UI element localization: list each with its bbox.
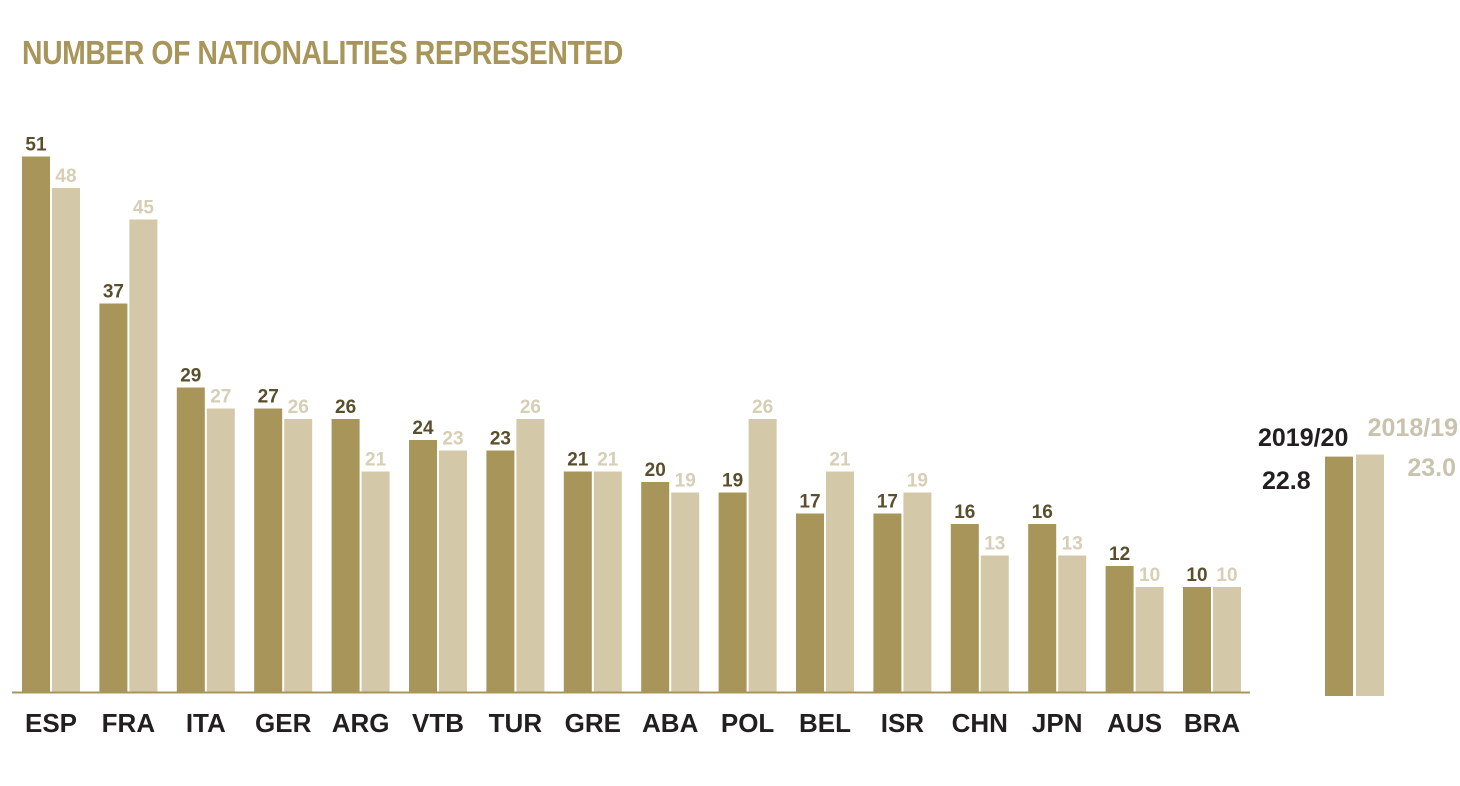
tick-labels-layer: ESP FRA ITA GER ARG VTB TUR GRE ABA POL BEL ISR CHN J…: [25, 708, 1240, 738]
average-label-s1: 2019/20: [1258, 424, 1348, 452]
value-label-bra-s1: 10: [1186, 565, 1207, 586]
average-bar-s1: [1325, 456, 1353, 696]
bar-pol-s1: [718, 492, 747, 692]
bar-aba-s2: [671, 492, 700, 692]
value-label-ita-s1: 29: [180, 366, 201, 387]
tick-label-fra: FRA: [102, 708, 156, 738]
value-label-fra-s1: 37: [103, 282, 124, 303]
value-label-jpn-s2: 13: [1062, 534, 1083, 555]
average-label-s2: 2018/19: [1368, 414, 1458, 442]
bar-ita-s2: [206, 408, 235, 692]
value-label-ita-s2: 27: [210, 387, 231, 408]
value-label-chn-s1: 16: [954, 502, 975, 523]
tick-label-chn: CHN: [952, 708, 1008, 738]
value-label-pol-s1: 19: [722, 471, 743, 492]
bars-layer: [12, 156, 1250, 694]
tick-label-gre: GRE: [565, 708, 621, 738]
bar-vtb-s2: [439, 450, 467, 692]
average-panel: 2019/20 22.8 2018/19 23.0: [1258, 414, 1458, 696]
average-value-s1: 22.8: [1262, 467, 1311, 495]
tick-label-vtb: VTB: [412, 708, 464, 738]
value-label-esp-s2: 48: [55, 166, 76, 187]
bar-isr-s2: [903, 492, 932, 692]
bar-fra-s2: [129, 219, 158, 692]
tick-label-esp: ESP: [25, 708, 77, 738]
bar-ger-s1: [254, 408, 283, 692]
bar-tur-s2: [516, 419, 545, 692]
bar-jpn-s2: [1058, 555, 1087, 692]
bar-vtb-s1: [409, 440, 437, 692]
tick-label-pol: POL: [721, 708, 775, 738]
bar-pol-s2: [748, 419, 777, 692]
bar-bra-s2: [1213, 587, 1241, 692]
value-label-fra-s2: 45: [133, 198, 155, 219]
tick-label-bel: BEL: [799, 708, 851, 738]
value-label-tur-s1: 23: [490, 429, 511, 450]
bar-bel-s1: [796, 513, 824, 692]
value-label-ger-s1: 27: [258, 387, 279, 408]
bar-esp-s2: [52, 188, 80, 692]
bar-gre-s2: [593, 471, 622, 692]
bar-aba-s1: [641, 482, 670, 692]
value-label-bel-s1: 17: [799, 492, 820, 513]
bar-bra-s1: [1183, 587, 1211, 692]
bar-jpn-s1: [1028, 524, 1057, 692]
value-label-ger-s2: 26: [288, 397, 309, 418]
bar-chn-s1: [950, 524, 979, 692]
value-label-pol-s2: 26: [752, 397, 773, 418]
tick-label-aus: AUS: [1107, 708, 1162, 738]
value-label-aus-s2: 10: [1139, 565, 1160, 586]
value-label-arg-s1: 26: [335, 397, 356, 418]
value-label-bel-s2: 21: [829, 450, 851, 471]
bar-arg-s1: [331, 419, 360, 692]
value-label-tur-s2: 26: [520, 397, 541, 418]
bar-tur-s1: [486, 450, 515, 692]
bar-gre-s1: [563, 471, 592, 692]
bar-aus-s2: [1135, 587, 1164, 692]
tick-label-ita: ITA: [186, 708, 226, 738]
bar-fra-s1: [99, 303, 128, 692]
value-label-gre-s1: 21: [567, 450, 589, 471]
tick-label-bra: BRA: [1184, 708, 1241, 738]
value-label-jpn-s1: 16: [1032, 502, 1053, 523]
value-label-aba-s2: 19: [675, 471, 696, 492]
tick-label-arg: ARG: [332, 708, 390, 738]
value-label-aus-s1: 12: [1109, 544, 1130, 565]
bar-aus-s1: [1105, 566, 1134, 692]
value-label-vtb-s1: 24: [412, 418, 434, 439]
value-label-esp-s1: 51: [25, 135, 47, 156]
value-label-isr-s2: 19: [907, 471, 928, 492]
tick-label-aba: ABA: [642, 708, 699, 738]
value-label-vtb-s2: 23: [442, 429, 463, 450]
bar-bel-s2: [826, 471, 854, 692]
value-label-arg-s2: 21: [365, 450, 387, 471]
value-label-aba-s1: 20: [645, 460, 666, 481]
value-label-gre-s2: 21: [597, 450, 619, 471]
tick-label-tur: TUR: [489, 708, 543, 738]
value-label-isr-s1: 17: [877, 492, 898, 513]
bar-chn-s2: [980, 555, 1009, 692]
value-label-chn-s2: 13: [984, 534, 1005, 555]
bar-isr-s1: [873, 513, 902, 692]
bar-ita-s1: [176, 387, 205, 692]
tick-label-ger: GER: [255, 708, 312, 738]
average-value-s2: 23.0: [1407, 454, 1456, 482]
bar-esp-s1: [22, 156, 50, 692]
chart-title: NUMBER OF NATIONALITIES REPRESENTED: [22, 34, 623, 71]
tick-label-jpn: JPN: [1032, 708, 1083, 738]
value-labels-layer: 51 48 37 45 29 27 27 26 26 21 24 23 23 26 21 21 20 19 19 26…: [25, 135, 1237, 587]
value-label-bra-s2: 10: [1216, 565, 1237, 586]
bar-ger-s2: [284, 419, 313, 692]
tick-label-isr: ISR: [881, 708, 925, 738]
bar-arg-s2: [361, 471, 390, 692]
average-bar-s2: [1356, 454, 1384, 696]
